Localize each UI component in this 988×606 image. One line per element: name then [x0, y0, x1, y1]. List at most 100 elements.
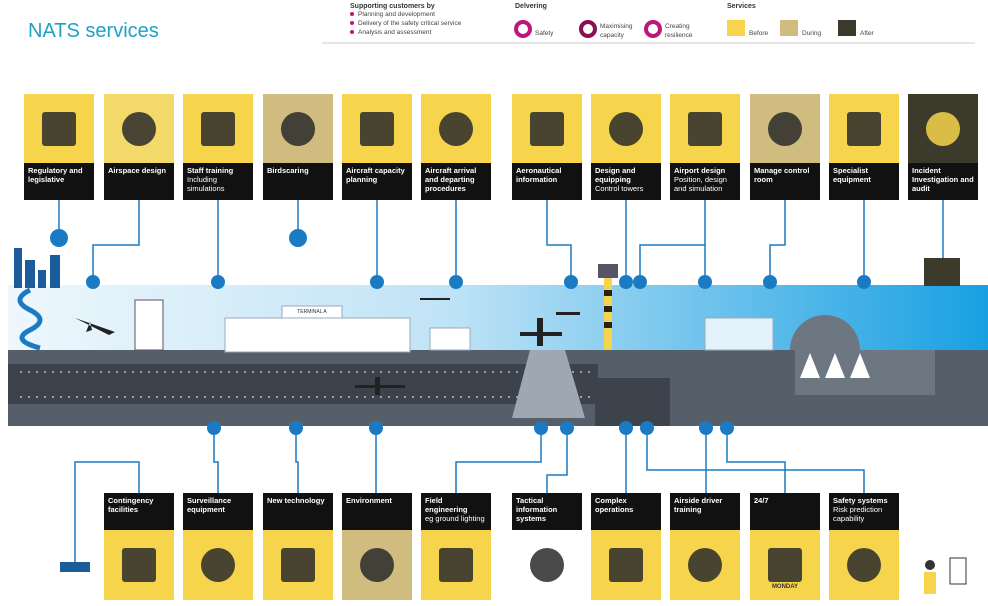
- bullet: [350, 12, 354, 16]
- tile-icon: [342, 530, 412, 600]
- building: [595, 378, 670, 426]
- tile-icon: [512, 530, 582, 600]
- tile-label: Birdscaring: [263, 163, 333, 200]
- tile-subtitle: Control towers: [595, 184, 657, 193]
- parked-planes: [800, 353, 870, 378]
- tile-label: Aircraft capacity planning: [342, 163, 412, 200]
- page-title: NATS services: [28, 20, 159, 43]
- tile-title: Airspace design: [108, 166, 170, 175]
- tile-icon: [829, 94, 899, 164]
- tile-icon: [342, 94, 412, 164]
- tile-title: Environment: [346, 496, 408, 505]
- legend-heading: Delvering: [515, 3, 547, 10]
- connector-dot: [857, 275, 871, 289]
- legend-item: Planning and development: [350, 10, 461, 19]
- tile-icon: [421, 530, 491, 600]
- icon-shape: [201, 548, 235, 582]
- connector: [93, 200, 139, 282]
- gate: [430, 328, 470, 350]
- icon-shape: [609, 112, 643, 146]
- connector: [727, 428, 785, 493]
- person: [924, 558, 966, 594]
- connector-dot: [698, 275, 712, 289]
- tile-icon: [104, 94, 174, 164]
- legend-icon: [581, 22, 595, 36]
- tile-icon: [750, 94, 820, 164]
- icon-shape: [360, 548, 394, 582]
- tile-icon: [183, 94, 253, 164]
- tile-icon: [670, 530, 740, 600]
- connector-dot: [699, 421, 713, 435]
- connector-dot: [370, 275, 384, 289]
- terminal-label: TERMINAL A: [297, 309, 327, 315]
- legend-text: Before: [749, 29, 768, 38]
- connector-dot: [369, 421, 383, 435]
- connector-dot: [50, 229, 68, 247]
- tile-label: Environment: [342, 493, 412, 530]
- connector-dot: [211, 275, 225, 289]
- hangar: [705, 318, 773, 350]
- connector-dot: [534, 421, 548, 435]
- connector-dot: [449, 275, 463, 289]
- bullet: [350, 21, 354, 25]
- skyline: [14, 248, 60, 288]
- tile-title: Aircraft capacity planning: [346, 166, 408, 184]
- connector: [214, 428, 218, 493]
- tile-title: Safety systems: [833, 496, 895, 505]
- icon-shape: [847, 112, 881, 146]
- tile-title: Design and equipping: [595, 166, 657, 184]
- connector-dot: [289, 229, 307, 247]
- bullet: [350, 30, 354, 34]
- terminal: [225, 318, 410, 352]
- connector: [547, 428, 567, 493]
- tile-icon: [263, 530, 333, 600]
- tile-title: Field engineering: [425, 496, 487, 514]
- connector-dot: [289, 421, 303, 435]
- tile-label: Regulatory and legislative: [24, 163, 94, 200]
- legend-text: During: [802, 29, 821, 38]
- legend-swatch: [780, 20, 798, 36]
- tile-title: Aeronautical information: [516, 166, 578, 184]
- tile-icon: [670, 94, 740, 164]
- legend-item: Analysis and assessment: [350, 28, 461, 37]
- tile-subtitle: Including simulations: [187, 175, 249, 193]
- runway: [8, 364, 598, 404]
- connector-dot: [619, 275, 633, 289]
- legend-icon: [516, 22, 530, 36]
- tile-title: Incident Investigation and audit: [912, 166, 974, 193]
- tile-title: Airside driver training: [674, 496, 736, 514]
- legend-heading: Supporting customers by: [350, 3, 461, 10]
- connector-dot: [763, 275, 777, 289]
- tile-icon: [512, 94, 582, 164]
- connector-dot: [86, 275, 100, 289]
- tile-label: Staff trainingIncluding simulations: [183, 163, 253, 200]
- building-left: [60, 562, 90, 572]
- connector: [770, 200, 785, 282]
- legend-swatch: [838, 20, 856, 36]
- tile-icon: [829, 530, 899, 600]
- tile-icon: [591, 94, 661, 164]
- icon-shape: [926, 112, 960, 146]
- tile-label: Surveillance equipment: [183, 493, 253, 530]
- tile-title: 24/7: [754, 496, 816, 505]
- tile-subtitle: Position, design and simulation: [674, 175, 736, 193]
- connector: [296, 428, 298, 493]
- infographic: TERMINAL A NATS services Supporting cust…: [0, 0, 988, 606]
- tile-title: Manage control room: [754, 166, 816, 184]
- connector-dot: [619, 421, 633, 435]
- icon-shape: [609, 548, 643, 582]
- tile-label: Airside driver training: [670, 493, 740, 530]
- building-right: [924, 258, 960, 286]
- tile-icon: [24, 94, 94, 164]
- icon-shape: [530, 548, 564, 582]
- icon-shape: [122, 112, 156, 146]
- connector: [640, 200, 705, 282]
- legend-text: Creating resilience: [665, 22, 707, 40]
- legend-icon: [646, 22, 660, 36]
- legend-text: Delivery of the safety critical service: [358, 20, 461, 27]
- tile-label: Specialist equipment: [829, 163, 899, 200]
- tile-icon: [263, 94, 333, 164]
